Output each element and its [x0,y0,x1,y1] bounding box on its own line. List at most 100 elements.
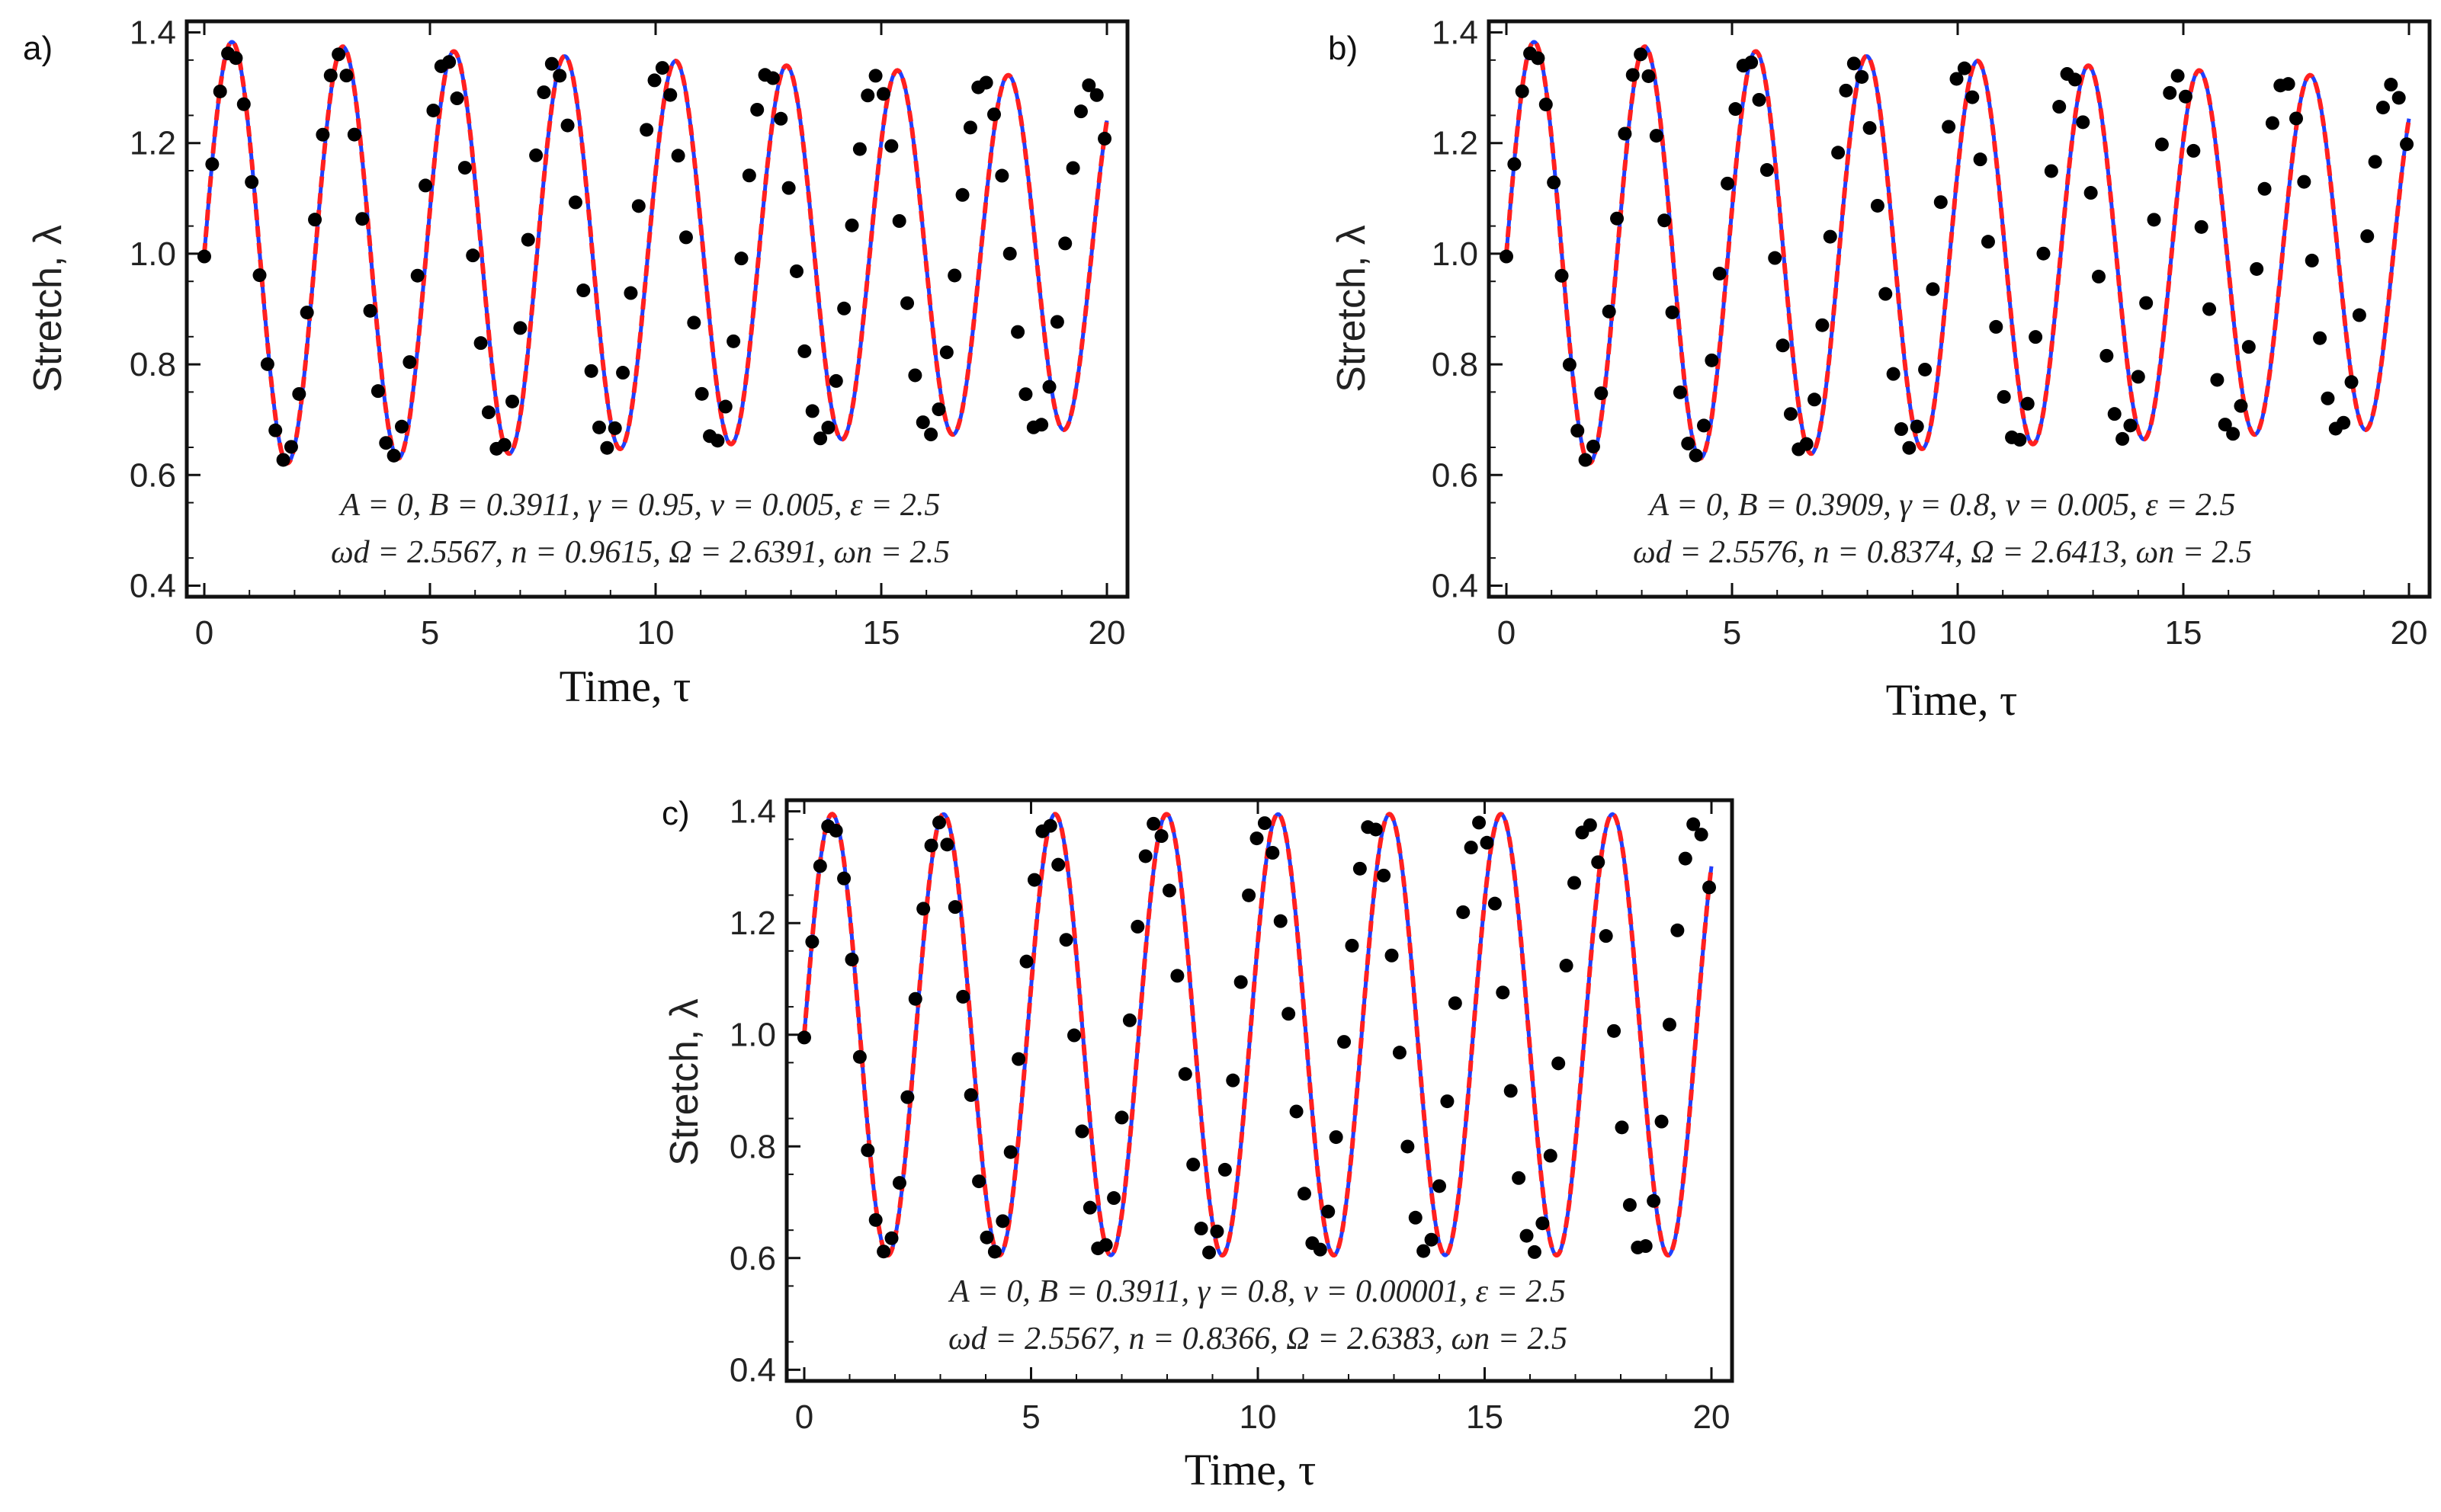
experimental-point [1507,157,1522,171]
experimental-point [2131,370,2145,384]
experimental-point [1586,439,1600,453]
experimental-point [868,69,883,83]
experimental-point [1456,905,1471,919]
experimental-point [852,142,867,156]
x-tick-label: 5 [421,614,439,652]
experimental-point [678,230,693,245]
experimental-point [1538,98,1553,112]
experimental-point [884,139,899,153]
experimental-point [1918,362,1933,376]
x-tick-label: 15 [863,614,900,652]
experimental-point [1329,1130,1343,1145]
y-axis-title-c: Stretch, λ [662,998,707,1166]
experimental-point [2036,246,2051,261]
experimental-point [837,871,852,886]
experimental-point [624,286,638,300]
experimental-point [1217,1162,1232,1177]
experimental-point [1559,959,1573,973]
experimental-point [1321,1204,1336,1219]
experimental-point [916,902,931,916]
experimental-point [1384,948,1399,963]
experimental-point [1075,1124,1089,1139]
experimental-point [1654,1114,1669,1129]
experimental-point [1377,868,1391,883]
numerical-curve [1504,40,2411,466]
experimental-point [647,73,662,88]
experimental-point [1686,817,1701,831]
experimental-point [877,1245,891,1259]
experimental-point [1265,845,1280,860]
experimental-point [379,436,393,450]
experimental-point [2250,261,2264,276]
experimental-point [2052,100,2067,114]
annotation-line2-a: ωd = 2.5567, n = 0.9615, Ω = 2.6391, ωn … [331,535,950,570]
panel-a: a) 0 5 10 15 20 0.4 0.6 0.8 1.0 1.2 1.4 A = 0, B =… [23,14,1130,711]
experimental-point [1170,969,1185,983]
x-tick-label: 15 [2165,614,2202,652]
experimental-point [2375,101,2390,115]
experimental-point [805,934,820,949]
experimental-point [1662,1017,1676,1032]
experimental-point [370,384,385,399]
experimental-point [513,321,528,335]
analytical-curve [802,812,1714,1258]
experimental-point [284,440,298,454]
y-tick-label: 1.4 [730,793,776,831]
y-tick-label: 1.0 [130,235,176,273]
experimental-point [2194,219,2208,234]
experimental-point [955,187,970,202]
x-axis-title-c: Time, τ [1185,1445,1317,1494]
experimental-point [1107,1191,1121,1206]
experimental-point [592,420,606,434]
experimental-point [1210,1224,1224,1238]
experimental-point [2139,296,2154,310]
curves-a [197,39,1112,467]
x-tick-label: 0 [795,1398,813,1436]
experimental-point [1989,319,2003,334]
experimental-point [1554,268,1569,283]
experimental-point [1067,1028,1082,1043]
experimental-point [560,118,575,133]
experimental-point [1878,287,1893,301]
experimental-point [1615,1120,1629,1135]
experimental-point [1768,251,1782,265]
experimental-point [1997,389,2011,404]
experimental-point [1503,1084,1518,1098]
experimental-point [2368,155,2382,169]
experimental-point [442,55,457,69]
experimental-point [1965,90,1980,104]
experimental-point [260,357,274,371]
y-tick-label: 0.4 [130,567,176,604]
experimental-point [2313,331,2327,345]
experimental-point [2344,375,2359,389]
experimental-point [1073,104,1088,119]
x-tick-label: 5 [1723,614,1741,652]
experimental-point [1515,84,1529,98]
experimental-point [521,232,535,247]
y-tick-label: 0.6 [130,456,176,494]
experimental-point [419,178,433,193]
experimental-point [963,120,977,135]
experimental-point [1154,829,1169,844]
experimental-point [1043,818,1057,833]
experimental-point [347,127,361,142]
experimental-point [734,251,749,266]
experimental-point [1131,919,1145,934]
experimental-point [2044,164,2058,178]
experimental-point [1562,357,1577,372]
experimental-point [1496,985,1510,1000]
experimental-point [2013,433,2027,447]
experimental-point [1618,127,1632,141]
y-tick-label: 0.8 [130,346,176,383]
experimental-point [821,421,836,435]
experimental-point [2154,137,2169,152]
experimental-point [884,1231,899,1245]
annotation-line2-b: ωd = 2.5576, n = 0.8374, Ω = 2.6413, ωn … [1633,535,2252,570]
experimental-point [1752,92,1766,107]
experimental-point [1392,1046,1407,1060]
experimental-point [845,953,859,967]
experimental-point [1147,816,1161,831]
experimental-point [1759,163,1774,178]
experimental-point [339,69,354,83]
x-tick-label: 5 [1022,1398,1040,1436]
